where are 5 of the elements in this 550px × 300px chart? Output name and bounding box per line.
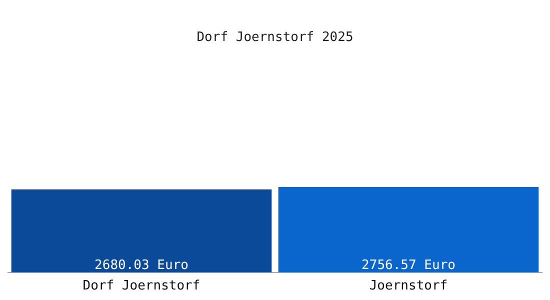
- x-tick-label: Joernstorf: [369, 278, 448, 294]
- chart-title: Dorf Joernstorf 2025: [196, 30, 354, 46]
- data-label: 2756.57 Euro: [362, 258, 456, 273]
- x-tick-label: Dorf Joernstorf: [82, 278, 200, 294]
- data-label: 2680.03 Euro: [94, 258, 188, 273]
